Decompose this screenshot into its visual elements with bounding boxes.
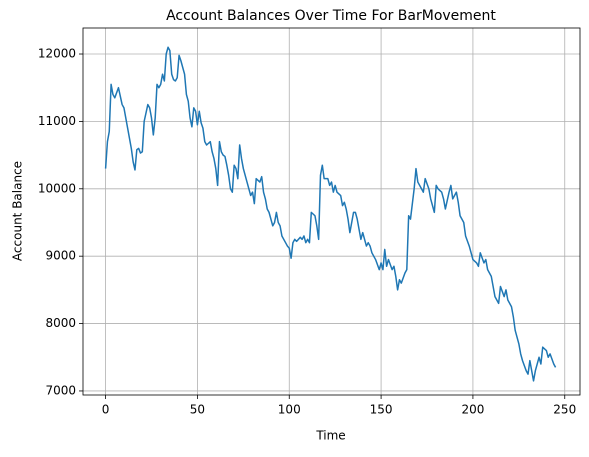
y-tick-label: 8000 <box>45 316 76 330</box>
x-tick-label: 100 <box>278 403 301 417</box>
x-tick-label: 150 <box>370 403 393 417</box>
y-tick-label: 11000 <box>38 114 76 128</box>
y-tick-label: 12000 <box>38 47 76 61</box>
line-series <box>104 46 557 382</box>
y-tick-label: 9000 <box>45 249 76 263</box>
x-axis-label: Time <box>315 429 345 443</box>
x-tick-label: 0 <box>102 403 110 417</box>
x-tick-label: 250 <box>553 403 576 417</box>
plot-frame <box>82 27 581 396</box>
y-tick-label: 10000 <box>38 181 76 195</box>
chart-title: Account Balances Over Time For BarMoveme… <box>166 8 496 24</box>
y-axis-label: Account Balance <box>11 161 25 261</box>
y-tick-label: 7000 <box>45 383 76 397</box>
x-tick-label: 200 <box>461 403 484 417</box>
x-tick-label: 50 <box>190 403 205 417</box>
